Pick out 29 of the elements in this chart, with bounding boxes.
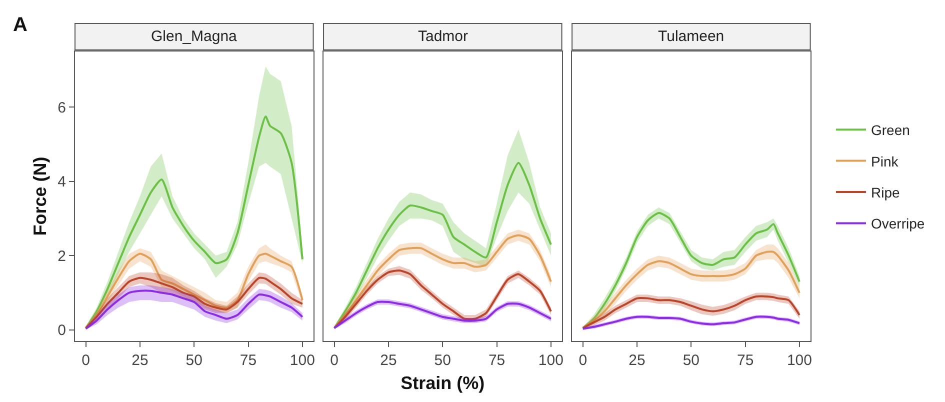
x-tick-label: 75 xyxy=(736,352,754,369)
x-tick-label: 50 xyxy=(682,352,700,369)
x-tick-label: 100 xyxy=(538,352,564,369)
x-tick-label: 100 xyxy=(290,352,315,369)
chart-title: Tadmor xyxy=(418,28,468,45)
legend-label: Ripe xyxy=(871,184,900,200)
legend-label: Overripe xyxy=(871,216,925,232)
x-tick-label: 25 xyxy=(380,352,397,369)
y-axis-title: Force (N) xyxy=(30,156,50,236)
y-tick-label: 6 xyxy=(58,99,66,116)
x-axis-title: Strain (%) xyxy=(400,373,485,394)
y-tick-label: 2 xyxy=(58,248,66,265)
x-tick-label: 50 xyxy=(434,352,451,369)
x-tick-label: 0 xyxy=(578,352,588,369)
x-tick-label: 75 xyxy=(240,352,257,369)
x-tick-label: 100 xyxy=(786,352,812,369)
legend-label: Green xyxy=(871,122,910,138)
y-tick-label: 0 xyxy=(58,322,66,340)
chart-title: Tulameen xyxy=(658,28,724,45)
chart-title: Glen_Magna xyxy=(151,28,238,45)
x-tick-label: 0 xyxy=(82,352,90,369)
x-tick-label: 25 xyxy=(132,352,148,369)
legend-label: Pink xyxy=(871,153,900,170)
text: A xyxy=(13,14,28,36)
y-tick-label: 4 xyxy=(58,174,66,191)
x-tick-label: 25 xyxy=(628,352,646,369)
x-tick-label: 50 xyxy=(186,352,202,369)
x-tick-label: 75 xyxy=(488,352,506,369)
x-tick-label: 0 xyxy=(330,352,339,369)
